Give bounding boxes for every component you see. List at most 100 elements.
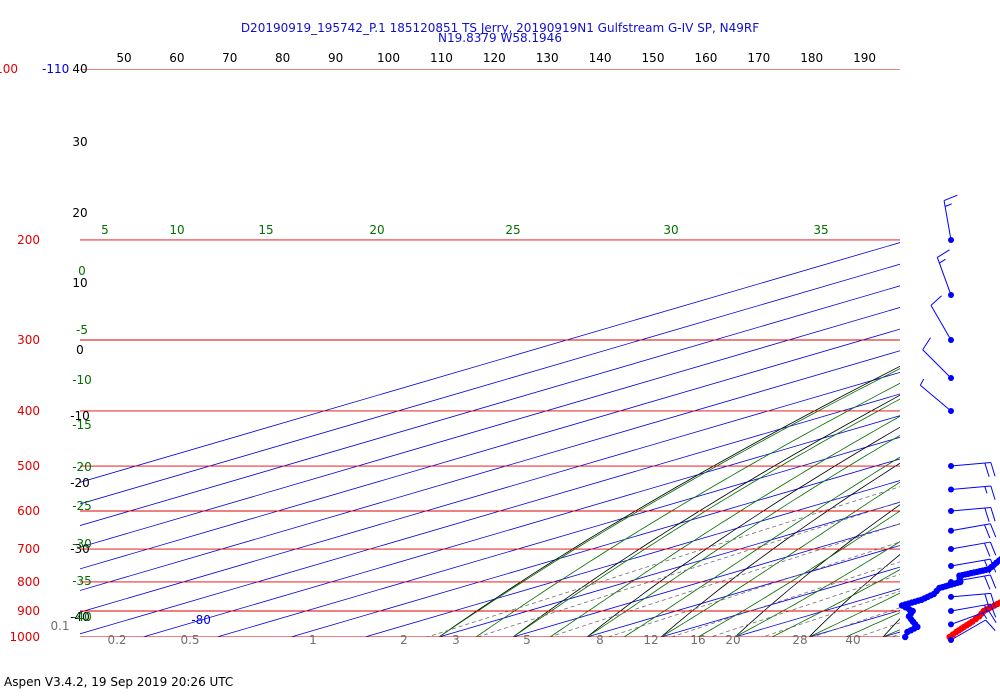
mixing-ratio-line [761, 590, 900, 637]
moist-adiabat-line [920, 93, 1000, 638]
top-axis-tick: 140 [589, 51, 612, 65]
isotherm-line [80, 371, 900, 613]
isotherm-line [80, 350, 900, 591]
wind-barb-staff [950, 592, 991, 598]
wind-barb-flag [937, 249, 950, 258]
moist-adiabat-label: -25 [72, 499, 92, 513]
mixing-ratio-line [924, 340, 1000, 649]
wind-barb-staff [950, 523, 991, 532]
wind-barb-point [948, 578, 954, 585]
isotherm-line [80, 263, 900, 505]
footer-version: Aspen V3.4.2, 19 Sep 2019 20:26 UTC [4, 675, 234, 689]
wind-barb-staff [943, 200, 952, 241]
top-axis-tick: 50 [116, 51, 131, 65]
wind-barb-point [948, 507, 954, 514]
moist-adiabat-line [882, 629, 900, 637]
moist-adiabat-line [623, 456, 900, 637]
wind-barb-staff [950, 485, 991, 491]
moist-adiabat-line [512, 398, 900, 637]
isotherm-line [80, 285, 900, 527]
dry-adiabat-label: -10 [70, 409, 90, 423]
mixing-ratio-line [890, 633, 900, 637]
wind-barb-point [948, 546, 954, 553]
plot-area [80, 69, 1000, 649]
dry-adiabat-line [438, 365, 900, 637]
wind-barb-staff [950, 574, 991, 583]
wind-barb-point [948, 608, 954, 615]
pressure-label: 200 [17, 233, 40, 247]
wind-barb-flag [985, 619, 996, 631]
mixing-ratio-line [476, 501, 900, 637]
wind-barb-staff [950, 462, 991, 467]
wind-barb-staff [950, 507, 991, 512]
mixing-ratio-label: 16 [690, 633, 705, 647]
dry-adiabat-label: 10 [72, 276, 87, 290]
isotherm-line [882, 631, 900, 637]
wind-barb-staff [950, 603, 991, 612]
pressure-label: 900 [17, 604, 40, 618]
mixing-ratio-label: 28 [792, 633, 807, 647]
dry-adiabat-line [808, 554, 900, 637]
isotherm-line [216, 436, 900, 637]
mixing-ratio-label: 12 [643, 633, 658, 647]
pressure-label: 700 [17, 542, 40, 556]
wind-barb-flag [989, 574, 997, 589]
mixing-ratio-label: 2 [400, 633, 408, 647]
moist-adiabat-line [438, 368, 900, 637]
wind-barb-staff [930, 305, 952, 341]
top-axis-tick: 110 [430, 51, 453, 65]
isotherm-line [80, 242, 900, 483]
mixing-ratio-line [425, 486, 900, 637]
mixing-ratio-line [548, 523, 900, 637]
isotherm-line [586, 545, 900, 637]
isotherm-line [80, 393, 900, 635]
wind-barb-point [948, 486, 954, 493]
moist-adiabat-label: -20 [72, 460, 92, 474]
moist-adiabat-line [734, 541, 900, 637]
mixing-ratio-line [883, 340, 1000, 649]
dry-adiabat-label: -30 [70, 542, 90, 556]
top-axis-tick: 70 [222, 51, 237, 65]
moist-adiabat-label: 15 [258, 223, 273, 237]
wind-barb-point [948, 337, 954, 344]
top-axis-tick: 150 [642, 51, 665, 65]
wind-barb-flag [989, 603, 997, 618]
top-axis-tick: 190 [853, 51, 876, 65]
isotherm-line [364, 480, 900, 637]
wind-barb-flag [990, 462, 996, 477]
wind-barb-flag [989, 558, 997, 573]
wind-barb-point [948, 375, 954, 382]
top-axis-tick: 90 [328, 51, 343, 65]
wind-barb-flag [984, 593, 990, 608]
moist-adiabat-line [660, 481, 900, 637]
mixing-ratio-label: 8 [596, 633, 604, 647]
wind-barb-staff [950, 558, 991, 567]
dry-adiabat-line [734, 504, 900, 637]
chart-title: D20190919_195742_P.1 185120851 TS Jerry,… [240, 21, 760, 35]
isotherm-line [80, 328, 900, 570]
wind-barb-flag [990, 507, 996, 522]
dry-adiabat-label: 30 [72, 135, 87, 149]
wind-barb-point [948, 236, 954, 243]
moist-adiabat-label: -40 [72, 610, 92, 624]
wind-barb-half-flag [984, 604, 988, 612]
top-axis-tick: 130 [536, 51, 559, 65]
isotherm-line [512, 523, 900, 637]
moist-adiabat-label: -10 [72, 373, 92, 387]
moist-adiabat-label: -5 [76, 323, 88, 337]
wind-barb-point [948, 593, 954, 600]
wind-barb-point [948, 637, 954, 643]
isotherm-line [660, 566, 900, 637]
wind-barb-flag [984, 507, 990, 522]
wind-barb-half-flag [982, 612, 988, 620]
chart-location: N19.8379 W58.1946 [438, 31, 562, 45]
mixing-ratio-line [670, 561, 900, 637]
dry-adiabat-line [586, 426, 900, 637]
moist-adiabat-line [771, 569, 900, 637]
moist-adiabat-label: -35 [72, 574, 92, 588]
wind-barb-staff [950, 619, 986, 641]
mixing-ratio-label: 3 [452, 633, 460, 647]
moist-adiabat-label: 25 [505, 223, 520, 237]
mixing-ratio-label: 0.1 [50, 619, 69, 633]
wind-barb-flag [984, 524, 991, 539]
